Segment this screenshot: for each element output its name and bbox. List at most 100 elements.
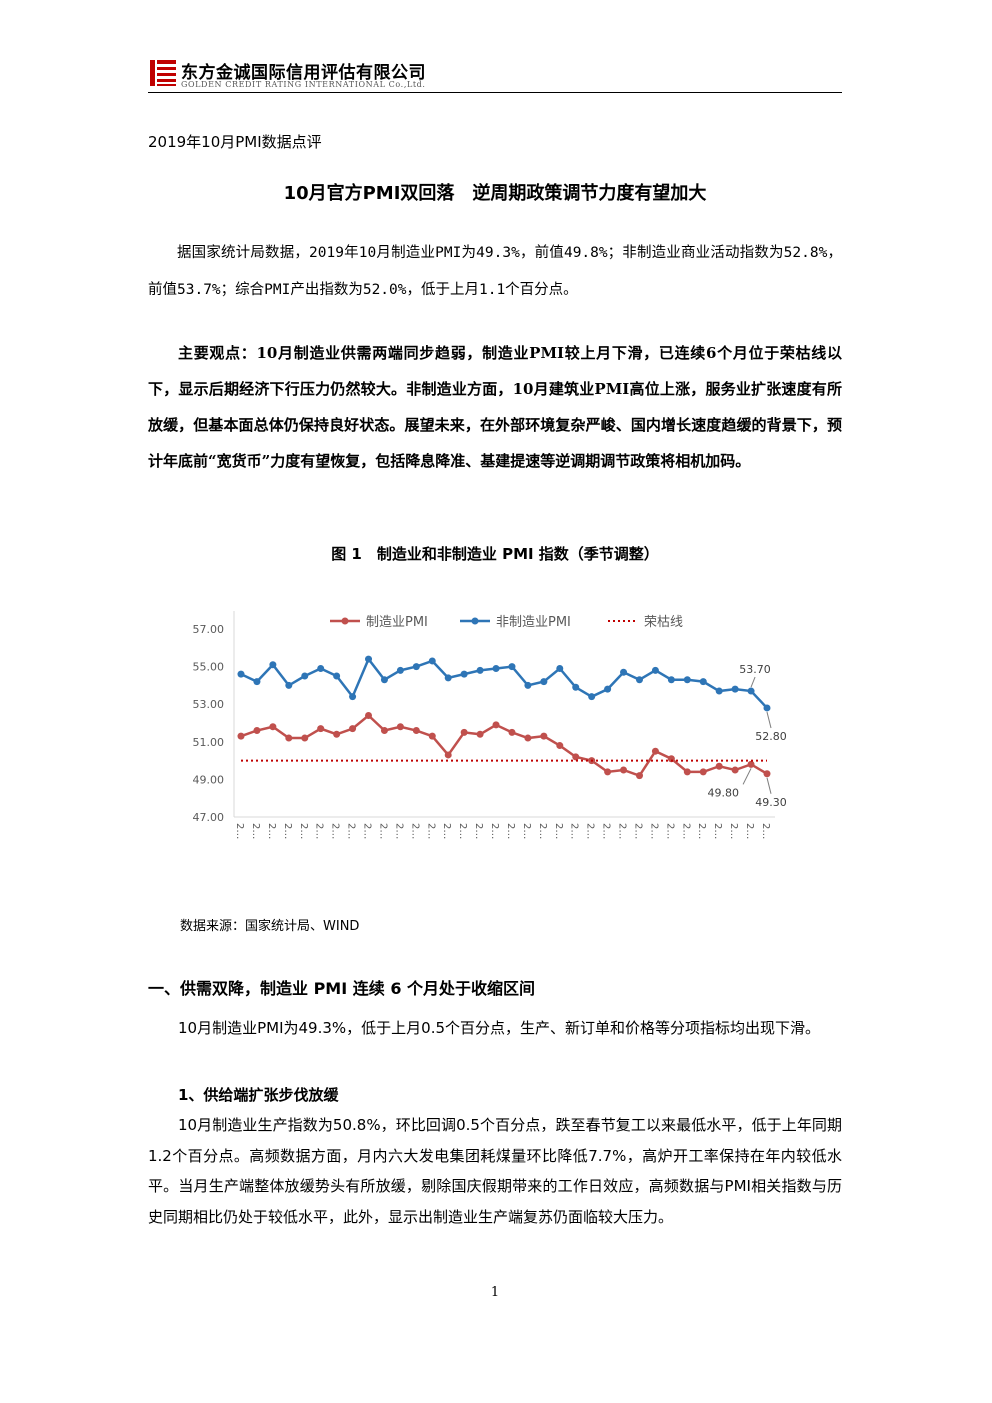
data-point <box>253 678 261 686</box>
data-point <box>540 678 548 686</box>
legend-label: 非制造业PMI <box>496 615 571 630</box>
legend-label: 制造业PMI <box>366 615 428 630</box>
x-tick-label: 2… <box>441 823 452 839</box>
x-tick-label: 2… <box>632 823 643 839</box>
data-point <box>540 732 548 740</box>
key-points-label: 主要观点： <box>178 344 257 362</box>
y-tick-label: 51.00 <box>193 736 225 749</box>
data-point <box>237 670 245 678</box>
data-point <box>444 674 452 682</box>
data-point <box>301 734 309 742</box>
x-tick-label: 2… <box>250 823 261 839</box>
legend-marker <box>471 617 479 625</box>
key-points-text: 10月制造业供需两端同步趋弱，制造业PMI较上月下滑，已连续6个月位于荣枯线以下… <box>148 344 842 470</box>
data-point <box>699 768 707 776</box>
data-point <box>747 687 755 695</box>
company-name-en: GOLDEN CREDIT RATING INTERNATIONAL Co.,L… <box>181 80 426 89</box>
data-point <box>269 723 277 731</box>
x-tick-label: 2… <box>362 823 373 839</box>
x-tick-label: 2… <box>346 823 357 839</box>
doc-label: 2019年10月PMI数据点评 <box>148 133 322 151</box>
data-point <box>635 772 643 780</box>
data-point <box>460 728 468 736</box>
x-tick-label: 2… <box>537 823 548 839</box>
data-point <box>508 728 516 736</box>
y-tick-label: 53.00 <box>193 698 225 711</box>
data-point <box>715 762 723 770</box>
data-point <box>524 681 532 689</box>
data-point <box>699 678 707 686</box>
data-point <box>285 681 293 689</box>
x-tick-label: 2… <box>680 823 691 839</box>
data-point <box>651 747 659 755</box>
page-number: 1 <box>490 1285 500 1300</box>
x-tick-label: 2… <box>457 823 468 839</box>
data-point <box>349 693 357 701</box>
data-point <box>349 725 357 733</box>
data-point <box>620 766 628 774</box>
subsection-paragraph: 10月制造业生产指数为50.8%，环比回调0.5个百分点，跌至春节复工以来最低水… <box>148 1116 842 1226</box>
subsection-heading: 1、供给端扩张步伐放缓 <box>178 1086 339 1104</box>
legend-label: 荣枯线 <box>644 615 683 630</box>
x-tick-label: 2… <box>648 823 659 839</box>
data-point <box>301 672 309 680</box>
data-point <box>683 768 691 776</box>
x-tick-label: 2… <box>330 823 341 839</box>
data-point <box>604 685 612 693</box>
data-point <box>396 723 404 731</box>
data-point <box>253 727 261 735</box>
x-tick-label: 2… <box>744 823 755 839</box>
y-tick-label: 57.00 <box>193 623 225 636</box>
data-point <box>556 742 564 750</box>
x-tick-label: 2… <box>553 823 564 839</box>
label-leader <box>750 676 756 688</box>
data-point <box>635 676 643 684</box>
data-point <box>667 755 675 763</box>
data-point <box>476 666 484 674</box>
data-point <box>715 687 723 695</box>
series-line <box>240 656 768 709</box>
data-point <box>572 683 580 691</box>
x-tick-label: 2… <box>664 823 675 839</box>
logo-icon <box>150 60 176 86</box>
data-point <box>285 734 293 742</box>
data-point <box>444 751 452 759</box>
data-point <box>237 732 245 740</box>
value-label: 49.30 <box>755 796 787 809</box>
header-rule <box>148 92 842 93</box>
x-tick-label: 2… <box>234 823 245 839</box>
key-points: 主要观点：10月制造业供需两端同步趋弱，制造业PMI较上月下滑，已连续6个月位于… <box>148 335 842 479</box>
data-point <box>572 753 580 761</box>
x-tick-label: 2… <box>696 823 707 839</box>
section-paragraph: 10月制造业PMI为49.3%，低于上月0.5个百分点，生产、新订单和价格等分项… <box>178 1019 821 1037</box>
x-tick-label: 2… <box>409 823 420 839</box>
intro: 据国家统计局数据，2019年10月制造业PMI为49.3%，前值49.8%；非制… <box>148 245 842 298</box>
series-line <box>240 713 768 778</box>
data-point <box>317 664 325 672</box>
data-point <box>667 676 675 684</box>
x-tick-label: 2… <box>473 823 484 839</box>
x-tick-label: 2… <box>393 823 404 839</box>
x-tick-label: 2… <box>425 823 436 839</box>
data-point <box>317 725 325 733</box>
x-tick-label: 2… <box>760 823 771 839</box>
x-tick-label: 2… <box>712 823 723 839</box>
y-tick-label: 47.00 <box>193 811 225 824</box>
x-tick-label: 2… <box>298 823 309 839</box>
data-point <box>651 666 659 674</box>
data-point <box>763 770 771 778</box>
data-point <box>396 666 404 674</box>
data-point <box>731 685 739 693</box>
x-tick-label: 2… <box>505 823 516 839</box>
data-point <box>763 704 771 712</box>
data-point <box>556 664 564 672</box>
data-point <box>604 768 612 776</box>
figure-caption: 图 1 制造业和非制造业 PMI 指数（季节调整） <box>331 545 659 563</box>
data-point <box>476 730 484 738</box>
section-heading: 一、供需双降，制造业 PMI 连续 6 个月处于收缩区间 <box>148 979 536 998</box>
data-point <box>428 732 436 740</box>
data-point <box>333 730 341 738</box>
y-tick-label: 55.00 <box>193 661 225 674</box>
data-point <box>620 668 628 676</box>
